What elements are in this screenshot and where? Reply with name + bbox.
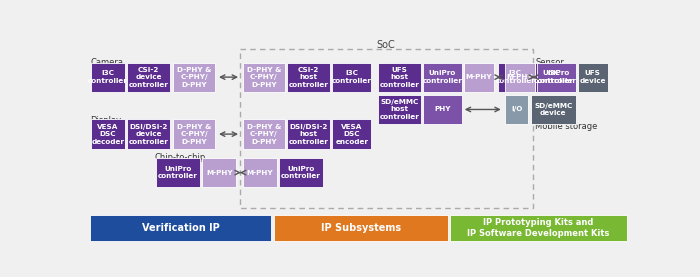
Text: UniPro
controller: UniPro controller: [281, 166, 321, 179]
Text: M-PHY: M-PHY: [466, 74, 492, 80]
Bar: [288, 63, 330, 92]
Text: PHY: PHY: [434, 106, 451, 112]
Text: M-PHY: M-PHY: [206, 170, 232, 176]
Text: I3C
controller: I3C controller: [496, 70, 536, 84]
Text: UniPro
controller: UniPro controller: [158, 166, 197, 179]
Text: IP Subsystems: IP Subsystems: [321, 223, 400, 233]
Text: D-PHY &
C-PHY/
D-PHY: D-PHY & C-PHY/ D-PHY: [246, 67, 281, 88]
Bar: [155, 158, 200, 187]
Text: UniPro
controller: UniPro controller: [423, 70, 463, 84]
Bar: [450, 215, 627, 241]
Text: D-PHY &
C-PHY/
D-PHY: D-PHY & C-PHY/ D-PHY: [177, 67, 211, 88]
Bar: [378, 63, 421, 92]
Bar: [279, 158, 323, 187]
Text: DSI/DSI-2
host
controller: DSI/DSI-2 host controller: [289, 124, 329, 145]
Bar: [90, 215, 271, 241]
Bar: [423, 95, 462, 124]
Bar: [378, 95, 421, 124]
Bar: [498, 63, 533, 92]
Text: VESA
DSC
decoder: VESA DSC decoder: [91, 124, 124, 145]
Bar: [288, 119, 330, 149]
Text: Camera: Camera: [90, 58, 124, 67]
Bar: [578, 63, 608, 92]
Bar: [535, 63, 573, 92]
Text: Sensor: Sensor: [536, 58, 564, 67]
Bar: [531, 95, 575, 124]
Text: Verification IP: Verification IP: [141, 223, 219, 233]
Bar: [90, 119, 125, 149]
Text: DSI/DSI-2
device
controller: DSI/DSI-2 device controller: [129, 124, 169, 145]
Bar: [423, 63, 462, 92]
Text: SD/eMMC
device: SD/eMMC device: [534, 103, 573, 116]
Bar: [505, 63, 535, 92]
Bar: [242, 119, 285, 149]
Bar: [240, 49, 533, 208]
Text: I3C
controller: I3C controller: [88, 70, 127, 84]
Bar: [332, 119, 371, 149]
Text: UniPro
controller: UniPro controller: [536, 70, 576, 84]
Text: M-PHY: M-PHY: [507, 74, 533, 80]
Bar: [464, 63, 494, 92]
Bar: [127, 119, 170, 149]
Bar: [537, 63, 575, 92]
Text: UFS
host
controller: UFS host controller: [379, 67, 419, 88]
Bar: [173, 63, 216, 92]
Text: I3C
controller: I3C controller: [533, 70, 573, 84]
Text: M-PHY: M-PHY: [246, 170, 273, 176]
Text: Chip-to-chip: Chip-to-chip: [154, 153, 205, 161]
Text: UFS
device: UFS device: [580, 70, 606, 84]
Text: I3C
controller: I3C controller: [332, 70, 372, 84]
Text: SoC: SoC: [377, 40, 395, 50]
Text: D-PHY &
C-PHY/
D-PHY: D-PHY & C-PHY/ D-PHY: [246, 124, 281, 145]
Bar: [242, 158, 276, 187]
Text: CSI-2
host
controller: CSI-2 host controller: [289, 67, 329, 88]
Bar: [332, 63, 371, 92]
Bar: [173, 119, 216, 149]
Text: SD/eMMC
host
controller: SD/eMMC host controller: [379, 99, 419, 120]
Bar: [274, 215, 448, 241]
Bar: [202, 158, 237, 187]
Text: I/O: I/O: [511, 106, 522, 112]
Text: D-PHY &
C-PHY/
D-PHY: D-PHY & C-PHY/ D-PHY: [177, 124, 211, 145]
Text: CSI-2
device
controller: CSI-2 device controller: [129, 67, 169, 88]
Text: VESA
DSC
encoder: VESA DSC encoder: [335, 124, 368, 145]
Bar: [242, 63, 285, 92]
Text: IP Prototyping Kits and
IP Software Development Kits: IP Prototyping Kits and IP Software Deve…: [468, 218, 610, 238]
Text: Display: Display: [90, 116, 122, 125]
Bar: [127, 63, 170, 92]
Text: Mobile storage: Mobile storage: [536, 122, 598, 131]
Bar: [90, 63, 125, 92]
Bar: [505, 95, 528, 124]
